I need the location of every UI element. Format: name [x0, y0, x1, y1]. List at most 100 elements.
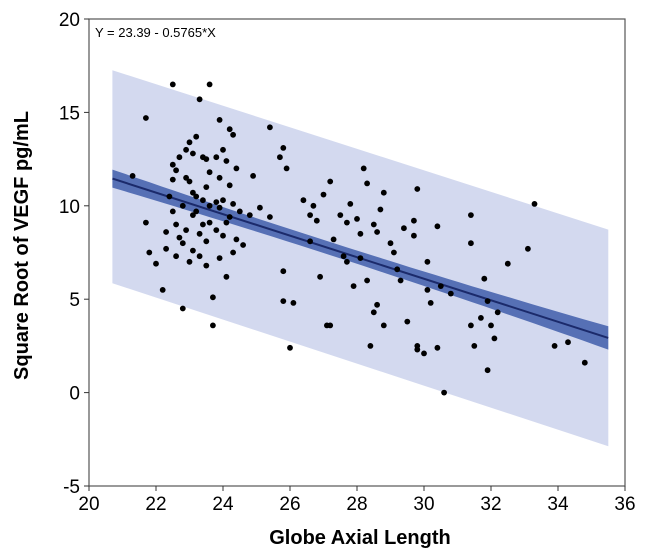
- data-point-44: [206, 81, 213, 88]
- points-layer: [129, 81, 588, 396]
- data-point-14: [173, 253, 180, 260]
- data-point-74: [250, 173, 256, 179]
- data-point-20: [179, 305, 186, 312]
- data-point-56: [216, 255, 223, 261]
- data-point-99: [344, 258, 350, 265]
- data-point-71: [236, 208, 243, 215]
- data-point-62: [223, 273, 230, 280]
- data-point-28: [190, 189, 196, 196]
- data-point-5: [159, 287, 166, 293]
- data-point-110: [370, 309, 377, 316]
- data-point-70: [233, 236, 240, 243]
- data-point-115: [380, 322, 387, 329]
- x-tick-label-22: 22: [145, 494, 166, 515]
- data-point-96: [337, 212, 344, 219]
- data-point-122: [411, 217, 417, 224]
- data-point-30: [190, 247, 196, 254]
- data-point-76: [267, 124, 273, 131]
- data-point-105: [360, 165, 367, 172]
- data-point-90: [317, 273, 323, 280]
- data-point-146: [494, 309, 501, 316]
- data-point-69: [233, 165, 240, 172]
- y-tick-label--5: -5: [63, 477, 80, 498]
- equation-annotation: Y = 23.39 - 0.5765*X: [95, 25, 216, 40]
- data-point-142: [484, 298, 491, 304]
- data-point-106: [364, 180, 370, 187]
- data-point-40: [203, 156, 210, 163]
- data-point-100: [347, 201, 354, 207]
- data-point-111: [374, 229, 380, 235]
- data-point-135: [447, 290, 454, 297]
- data-point-131: [434, 223, 441, 230]
- data-point-41: [203, 184, 210, 191]
- data-point-10: [169, 176, 176, 183]
- data-point-112: [374, 301, 380, 308]
- data-point-72: [240, 242, 247, 248]
- data-point-141: [481, 275, 488, 282]
- data-point-108: [367, 343, 374, 349]
- data-point-24: [186, 139, 193, 146]
- y-tick-label-20: 20: [59, 10, 80, 31]
- data-point-95: [330, 236, 337, 243]
- data-point-21: [183, 146, 190, 153]
- data-point-3: [146, 249, 153, 256]
- data-point-121: [404, 318, 411, 325]
- data-point-118: [394, 266, 401, 273]
- data-point-75: [257, 204, 263, 211]
- x-tick-label-26: 26: [279, 494, 300, 515]
- data-point-82: [283, 165, 290, 172]
- data-point-32: [193, 193, 200, 200]
- data-point-59: [220, 232, 226, 239]
- data-point-107: [364, 277, 370, 284]
- data-point-102: [354, 216, 360, 222]
- data-point-25: [186, 178, 193, 185]
- data-point-73: [246, 212, 253, 219]
- data-point-136: [468, 212, 474, 219]
- data-point-128: [424, 258, 431, 265]
- data-point-33: [193, 208, 200, 215]
- data-point-42: [203, 238, 210, 245]
- data-point-46: [206, 202, 213, 209]
- data-point-36: [196, 96, 203, 103]
- data-point-144: [488, 322, 494, 329]
- data-point-150: [551, 343, 558, 349]
- data-point-61: [223, 219, 230, 226]
- data-point-48: [210, 294, 216, 301]
- data-point-86: [307, 212, 313, 219]
- data-point-34: [196, 230, 203, 237]
- x-tick-label-24: 24: [212, 494, 234, 515]
- data-point-0: [129, 173, 136, 179]
- data-point-138: [468, 322, 474, 329]
- data-point-98: [344, 219, 350, 226]
- data-point-63: [226, 126, 233, 133]
- data-point-84: [290, 300, 297, 306]
- data-point-97: [340, 253, 347, 260]
- data-point-85: [300, 197, 307, 204]
- data-point-26: [186, 258, 193, 265]
- data-point-49: [210, 322, 216, 329]
- data-point-2: [143, 219, 149, 226]
- data-point-17: [176, 234, 183, 241]
- data-point-9: [169, 81, 176, 88]
- data-point-58: [220, 197, 226, 204]
- data-point-1: [143, 115, 149, 121]
- data-point-137: [468, 240, 474, 247]
- data-point-80: [280, 268, 287, 275]
- data-point-51: [213, 199, 220, 206]
- data-point-129: [424, 287, 431, 293]
- data-point-11: [169, 161, 176, 168]
- data-point-52: [213, 227, 220, 234]
- data-point-149: [531, 201, 538, 207]
- data-point-120: [401, 225, 407, 232]
- data-point-55: [216, 204, 223, 211]
- data-point-91: [320, 191, 327, 198]
- data-point-35: [196, 253, 203, 260]
- x-tick-label-28: 28: [346, 494, 367, 515]
- data-point-54: [216, 174, 223, 181]
- data-point-89: [313, 217, 320, 224]
- data-point-143: [484, 367, 491, 374]
- data-point-57: [220, 146, 226, 153]
- data-point-47: [206, 219, 213, 226]
- data-point-103: [357, 230, 364, 237]
- data-point-45: [206, 169, 213, 176]
